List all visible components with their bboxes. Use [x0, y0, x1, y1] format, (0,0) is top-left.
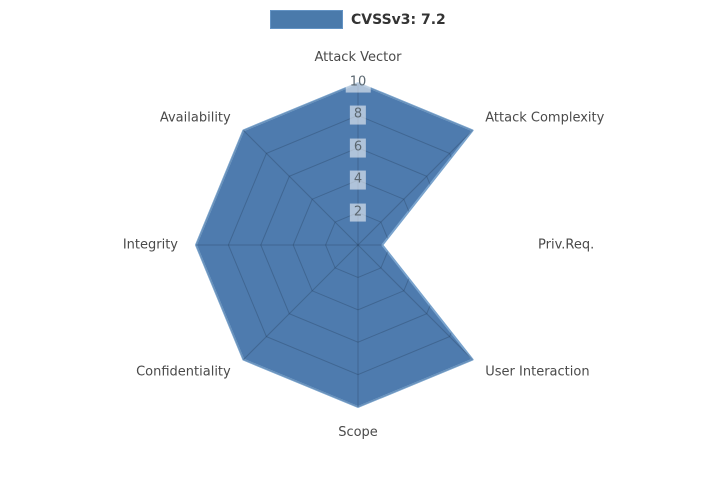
grid-spoke-availability — [243, 130, 359, 246]
axis-label-attack-complexity: Attack Complexity — [485, 110, 605, 126]
chart-legend: CVSSv3: 7.2 — [270, 10, 446, 29]
grid-spoke-user-interaction — [357, 244, 473, 360]
radial-tick-4: 4 — [349, 170, 367, 190]
grid-spoke-confidentiality — [243, 244, 359, 360]
legend-swatch — [270, 10, 343, 29]
axis-label-scope: Scope — [338, 425, 378, 440]
legend-series-label: CVSSv3: 7.2 — [351, 11, 446, 28]
axis-label-confidentiality: Confidentiality — [136, 364, 231, 380]
axis-label-integrity: Integrity — [122, 237, 178, 253]
radial-tick-8: 8 — [349, 105, 367, 125]
radial-tick-10: 10 — [345, 73, 371, 93]
radial-tick-2: 2 — [349, 203, 367, 223]
radar-grid — [196, 83, 473, 407]
axis-label-user-interaction: User Interaction — [485, 364, 590, 380]
grid-spoke-attack-complexity — [357, 130, 473, 246]
axis-label-availability: Availability — [159, 110, 231, 126]
axis-label-priv-req: Priv.Req. — [538, 237, 595, 253]
radial-tick-6: 6 — [349, 138, 367, 158]
grid-ring-2 — [325, 212, 391, 278]
radar-series-polygon — [195, 82, 474, 408]
axis-label-attack-vector: Attack Vector — [314, 50, 402, 65]
